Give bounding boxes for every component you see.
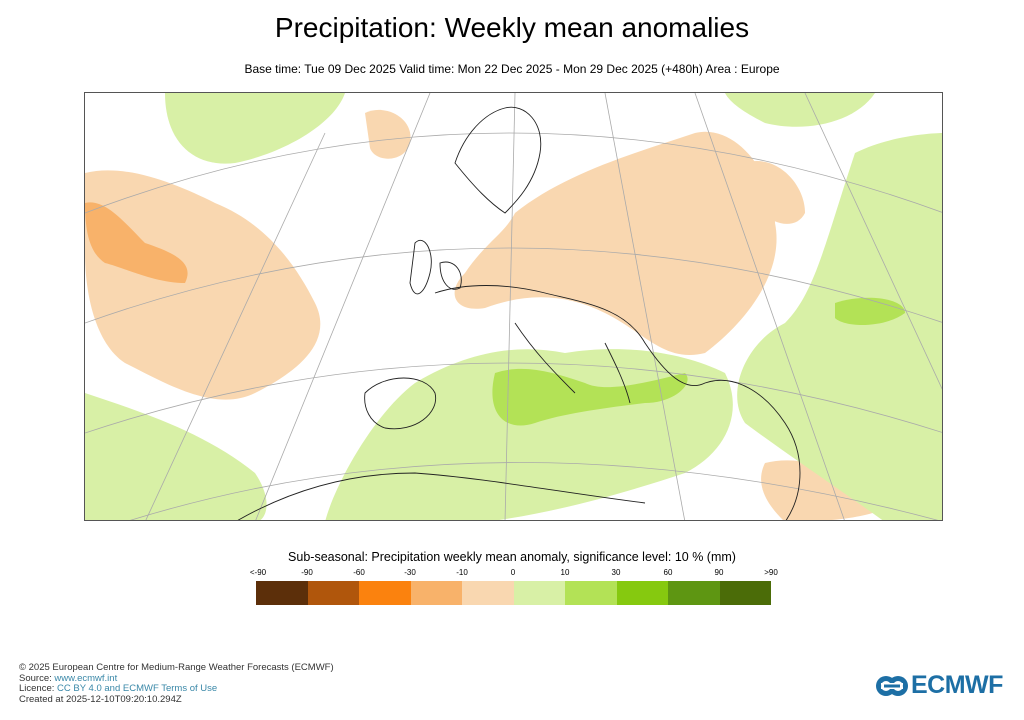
colorbar-bin bbox=[359, 581, 411, 605]
logo-text: ECMWF bbox=[911, 671, 1003, 699]
tick-label: 0 bbox=[510, 568, 516, 577]
colorbar-bin bbox=[256, 581, 308, 605]
page-title: Precipitation: Weekly mean anomalies bbox=[274, 12, 750, 43]
green-region-mid-med bbox=[492, 368, 688, 426]
peach-region-atlantic bbox=[85, 170, 321, 400]
copyright-text: © 2025 European Centre for Medium-Range … bbox=[19, 662, 334, 673]
colorbar-bin bbox=[668, 581, 720, 605]
licence-label: Licence: bbox=[19, 683, 58, 694]
colorbar-bin bbox=[616, 581, 668, 605]
coastlines bbox=[237, 106, 801, 520]
footer: © 2025 European Centre for Medium-Range … bbox=[19, 662, 334, 705]
green-region-east bbox=[737, 133, 942, 520]
peach-region-east bbox=[745, 161, 805, 224]
tick-label: -30 bbox=[404, 568, 416, 577]
tick-label: <-90 bbox=[249, 568, 267, 577]
colorbar-bin bbox=[462, 581, 514, 605]
legend-colorbar bbox=[256, 581, 771, 605]
tick-label: 60 bbox=[663, 568, 673, 577]
peach-region-russia bbox=[454, 131, 777, 355]
legend-title: Sub-seasonal: Precipitation weekly mean … bbox=[288, 550, 736, 564]
source-link[interactable]: www.ecmwf.int bbox=[54, 672, 118, 684]
colorbar-bin bbox=[513, 581, 565, 605]
tick-label: 90 bbox=[714, 568, 724, 577]
ecmwf-logo-icon bbox=[876, 675, 908, 696]
green-region-top-right bbox=[725, 93, 875, 127]
licence-link[interactable]: CC BY 4.0 and ECMWF Terms of Use bbox=[57, 683, 218, 694]
tick-label: -90 bbox=[301, 568, 313, 577]
peach-region-north bbox=[365, 109, 411, 159]
source-label: Source: bbox=[19, 672, 55, 684]
orange-region-atlantic bbox=[85, 202, 188, 283]
anomaly-map bbox=[84, 92, 943, 521]
green-region-greenland bbox=[165, 93, 345, 164]
legend-ticks: <-90 -90 -60 -30 -10 0 10 30 60 90 >90 bbox=[0, 568, 1024, 580]
tick-label: >90 bbox=[764, 568, 778, 577]
colorbar-bin bbox=[719, 581, 771, 605]
tick-label: 30 bbox=[611, 568, 621, 577]
page-subtitle: Base time: Tue 09 Dec 2025 Valid time: M… bbox=[244, 62, 780, 76]
tick-label: 10 bbox=[560, 568, 570, 577]
colorbar-bin bbox=[565, 581, 617, 605]
map-graticule bbox=[85, 93, 942, 520]
green-region-southwest bbox=[85, 393, 267, 520]
created-text: Created at 2025-12-10T09:20:10.294Z bbox=[19, 693, 182, 705]
colorbar-bin bbox=[410, 581, 462, 605]
map-fill bbox=[85, 93, 942, 520]
colorbar-bin bbox=[307, 581, 359, 605]
tick-label: -60 bbox=[353, 568, 365, 577]
tick-label: -10 bbox=[456, 568, 468, 577]
ecmwf-logo: ECMWF bbox=[875, 671, 1003, 700]
map-svg bbox=[85, 93, 942, 520]
peach-region-south bbox=[761, 460, 889, 520]
